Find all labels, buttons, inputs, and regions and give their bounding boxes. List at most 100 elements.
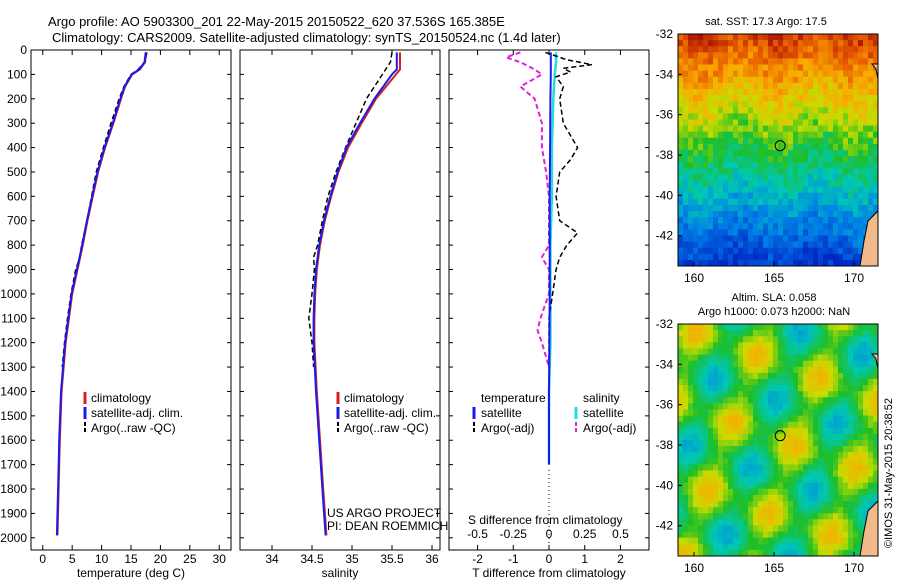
map-cell (703, 101, 709, 108)
map-cell (703, 409, 709, 416)
map-cell (688, 156, 694, 163)
map-cell (768, 354, 774, 362)
map-cell (743, 531, 749, 539)
map-cell (863, 88, 869, 96)
map-cell (783, 433, 789, 441)
map-cell (743, 366, 749, 374)
map-cell (778, 46, 784, 53)
map-cell (828, 342, 834, 349)
map-cell (738, 186, 744, 194)
map-cell (853, 168, 859, 175)
map-cell (778, 336, 784, 343)
map-cell (823, 342, 829, 349)
map-cell (723, 259, 729, 267)
map-cell (743, 494, 749, 502)
map-cell (713, 440, 719, 447)
map-cell (773, 501, 779, 508)
map-cell (853, 494, 859, 502)
map-cell (833, 223, 839, 230)
map-cell (718, 247, 724, 255)
map-cell (823, 186, 829, 194)
map-cell (833, 34, 839, 41)
map-cell (858, 204, 864, 212)
map-cell (713, 113, 719, 120)
map-cell (843, 488, 849, 496)
map-cell (733, 34, 739, 41)
map-cell (758, 217, 764, 224)
map-cell (783, 348, 789, 355)
map-cell (738, 119, 744, 126)
map-cell (748, 198, 754, 206)
map-cell (838, 156, 844, 163)
map-cell (788, 543, 794, 551)
map-cell (688, 137, 694, 145)
map-cell (828, 440, 834, 447)
y-tick-label: 1100 (1, 311, 27, 325)
map-cell (688, 211, 694, 218)
map-cell (713, 537, 719, 545)
map-cell (808, 494, 814, 502)
map-cell (808, 391, 814, 398)
map-cell (833, 204, 839, 212)
map-cell (678, 507, 684, 514)
map-cell (703, 458, 709, 465)
map-cell (758, 391, 764, 398)
map-cell (813, 168, 819, 175)
map-cell (773, 324, 779, 331)
map-cell (873, 476, 879, 484)
map-cell (748, 397, 754, 404)
map-cell (838, 525, 844, 532)
map-cell (688, 204, 694, 212)
map-cell (788, 82, 794, 90)
map-cell (838, 150, 844, 157)
map-cell (763, 549, 769, 557)
map-cell (733, 162, 739, 169)
map-cell (738, 482, 744, 490)
map-cell (838, 46, 844, 53)
map-cell (748, 131, 754, 139)
map-cell (808, 150, 814, 157)
map-cell (743, 385, 749, 392)
map-cell (743, 513, 749, 520)
map-cell (778, 513, 784, 520)
map-cell (848, 46, 854, 53)
series-line-satellite (55, 52, 147, 536)
map-cell (688, 421, 694, 429)
map-cell (823, 360, 829, 368)
map-cell (753, 360, 759, 368)
map-cell (793, 235, 799, 242)
map-cell (773, 40, 779, 47)
map-cell (713, 76, 719, 84)
map-cell (853, 211, 859, 218)
map-cell (733, 342, 739, 349)
map-cell (788, 253, 794, 261)
map-cell (818, 259, 824, 267)
map-cell (793, 494, 799, 502)
map-cell (823, 156, 829, 163)
map-cell (733, 174, 739, 181)
map-cell (813, 354, 819, 362)
map-cell (748, 330, 754, 337)
map-cell (823, 519, 829, 526)
map-cell (823, 64, 829, 72)
map-cell (813, 76, 819, 84)
map-cell (773, 186, 779, 194)
map-cell (858, 366, 864, 374)
map-cell (738, 336, 744, 343)
map-cell (688, 107, 694, 114)
map-cell (818, 470, 824, 478)
map-cell (838, 180, 844, 188)
map-cell (858, 198, 864, 206)
map-cell (728, 52, 734, 59)
map-cell (698, 229, 704, 236)
map-cell (863, 113, 869, 120)
map-cell (773, 391, 779, 398)
map-cell (748, 501, 754, 508)
map-cell (708, 82, 714, 90)
map-cell (703, 482, 709, 490)
map-cell (853, 488, 859, 496)
map-cell (748, 156, 754, 163)
map-cell (728, 372, 734, 380)
map-cell (843, 446, 849, 453)
map-cell (783, 150, 789, 157)
